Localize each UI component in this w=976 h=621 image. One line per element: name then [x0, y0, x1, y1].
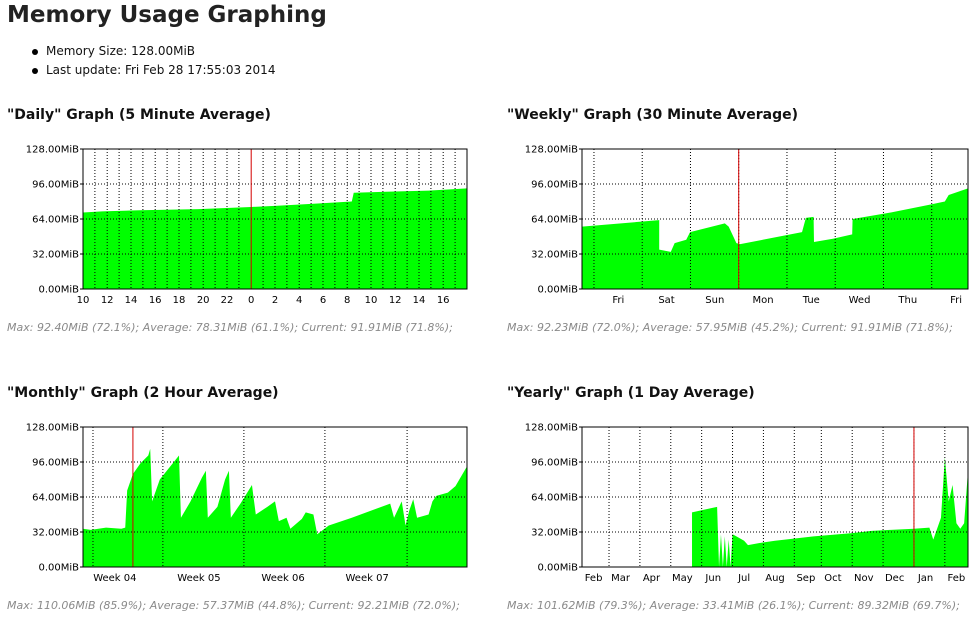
yearly-xtick-label-12: Feb	[948, 573, 966, 584]
monthly-ytick-label-3: 96.00MiB	[32, 458, 79, 469]
yearly-xtick-label-8: Oct	[824, 573, 841, 584]
weekly-stats: Max: 92.23MiB (72.0%); Average: 57.95MiB…	[507, 321, 953, 334]
daily-ytick-label-4: 128.00MiB	[26, 145, 79, 156]
monthly-ytick-label-0: 0.00MiB	[38, 563, 79, 574]
yearly-xtick-label-11: Jan	[917, 573, 933, 584]
yearly-ytick-label-0: 0.00MiB	[537, 563, 578, 574]
monthly-xtick-label-1: Week 05	[177, 573, 220, 584]
monthly-ytick-label-1: 32.00MiB	[32, 528, 79, 539]
monthly-ytick-label-4: 128.00MiB	[26, 423, 79, 434]
monthly-xtick-label-3: Week 07	[346, 573, 389, 584]
daily-xtick-label-12: 10	[365, 295, 378, 306]
daily-xtick-label-8: 2	[272, 295, 278, 306]
daily-xtick-label-10: 6	[320, 295, 326, 306]
yearly-xtick-label-1: Mar	[611, 573, 631, 584]
daily-graph-title: "Daily" Graph (5 Minute Average)	[7, 107, 271, 123]
monthly-xtick-label-0: Week 04	[93, 573, 136, 584]
yearly-ytick-label-3: 96.00MiB	[531, 458, 578, 469]
daily-xtick-label-2: 14	[125, 295, 138, 306]
weekly-xtick-label-3: Mon	[752, 295, 773, 306]
daily-xtick-label-1: 12	[101, 295, 114, 306]
daily-xtick-label-3: 16	[149, 295, 162, 306]
yearly-area-series	[582, 457, 968, 567]
yearly-xtick-label-10: Dec	[885, 573, 904, 584]
weekly-xtick-label-4: Tue	[802, 295, 820, 306]
monthly-stats: Max: 110.06MiB (85.9%); Average: 57.37Mi…	[7, 599, 460, 612]
daily-xtick-label-7: 0	[248, 295, 254, 306]
weekly-ytick-label-2: 64.00MiB	[531, 215, 578, 226]
weekly-chart: 0.00MiB 32.00MiB 64.00MiB 96.00MiB 128.00MiB…	[525, 145, 969, 306]
yearly-stats: Max: 101.62MiB (79.3%); Average: 33.41Mi…	[507, 599, 960, 612]
daily-ytick-label-2: 64.00MiB	[32, 215, 79, 226]
monthly-xtick-label-2: Week 06	[261, 573, 304, 584]
weekly-xtick-label-6: Thu	[897, 295, 917, 306]
daily-xtick-label-15: 16	[437, 295, 450, 306]
weekly-xtick-label-0: Fri	[612, 295, 624, 306]
daily-stats: Max: 92.40MiB (72.1%); Average: 78.31MiB…	[7, 321, 453, 334]
daily-xtick-label-13: 12	[389, 295, 402, 306]
weekly-xtick-label-5: Wed	[849, 295, 871, 306]
yearly-chart: 0.00MiB 32.00MiB 64.00MiB 96.00MiB 128.00MiB…	[525, 423, 969, 584]
daily-ytick-label-0: 0.00MiB	[38, 285, 79, 296]
daily-ytick-label-3: 96.00MiB	[32, 180, 79, 191]
yearly-xtick-label-5: Jul	[737, 573, 750, 584]
weekly-ytick-label-3: 96.00MiB	[531, 180, 578, 191]
daily-xtick-label-4: 18	[173, 295, 186, 306]
yearly-xtick-label-4: Jun	[704, 573, 721, 584]
yearly-xtick-label-3: May	[672, 573, 693, 584]
yearly-ytick-label-2: 64.00MiB	[531, 493, 578, 504]
daily-chart: 0.00MiB 32.00MiB 64.00MiB 96.00MiB 128.00MiB…	[26, 145, 468, 306]
memory-size-item: Memory Size: 128.00MiB	[30, 42, 275, 61]
daily-xtick-label-6: 22	[221, 295, 234, 306]
monthly-chart: 0.00MiB 32.00MiB 64.00MiB 96.00MiB 128.00MiB…	[26, 423, 468, 584]
daily-xtick-label-11: 8	[344, 295, 350, 306]
last-update-item: Last update: Fri Feb 28 17:55:03 2014	[30, 61, 275, 80]
weekly-ytick-label-1: 32.00MiB	[531, 250, 578, 261]
yearly-xtick-label-7: Sep	[796, 573, 815, 584]
monthly-area-series	[83, 448, 467, 567]
daily-xtick-label-9: 4	[296, 295, 302, 306]
monthly-ytick-label-2: 64.00MiB	[32, 493, 79, 504]
yearly-xtick-label-9: Nov	[854, 573, 874, 584]
yearly-ytick-label-1: 32.00MiB	[531, 528, 578, 539]
yearly-graph-title: "Yearly" Graph (1 Day Average)	[507, 385, 755, 401]
weekly-xtick-label-2: Sun	[705, 295, 724, 306]
page-title: Memory Usage Graphing	[7, 2, 327, 28]
daily-xtick-label-14: 14	[413, 295, 426, 306]
weekly-ytick-label-4: 128.00MiB	[525, 145, 578, 156]
weekly-ytick-label-0: 0.00MiB	[537, 285, 578, 296]
yearly-xtick-label-6: Aug	[765, 573, 785, 584]
monthly-graph-title: "Monthly" Graph (2 Hour Average)	[7, 385, 279, 401]
info-list: Memory Size: 128.00MiB Last update: Fri …	[30, 42, 275, 80]
yearly-ytick-label-4: 128.00MiB	[525, 423, 578, 434]
weekly-area-series	[582, 188, 968, 289]
yearly-xtick-label-0: Feb	[585, 573, 603, 584]
weekly-xtick-label-7: Fri	[950, 295, 962, 306]
yearly-xtick-label-2: Apr	[643, 573, 661, 584]
daily-ytick-label-1: 32.00MiB	[32, 250, 79, 261]
daily-xtick-label-5: 20	[197, 295, 210, 306]
daily-xtick-label-0: 10	[77, 295, 90, 306]
weekly-xtick-label-1: Sat	[658, 295, 674, 306]
weekly-graph-title: "Weekly" Graph (30 Minute Average)	[507, 107, 799, 123]
